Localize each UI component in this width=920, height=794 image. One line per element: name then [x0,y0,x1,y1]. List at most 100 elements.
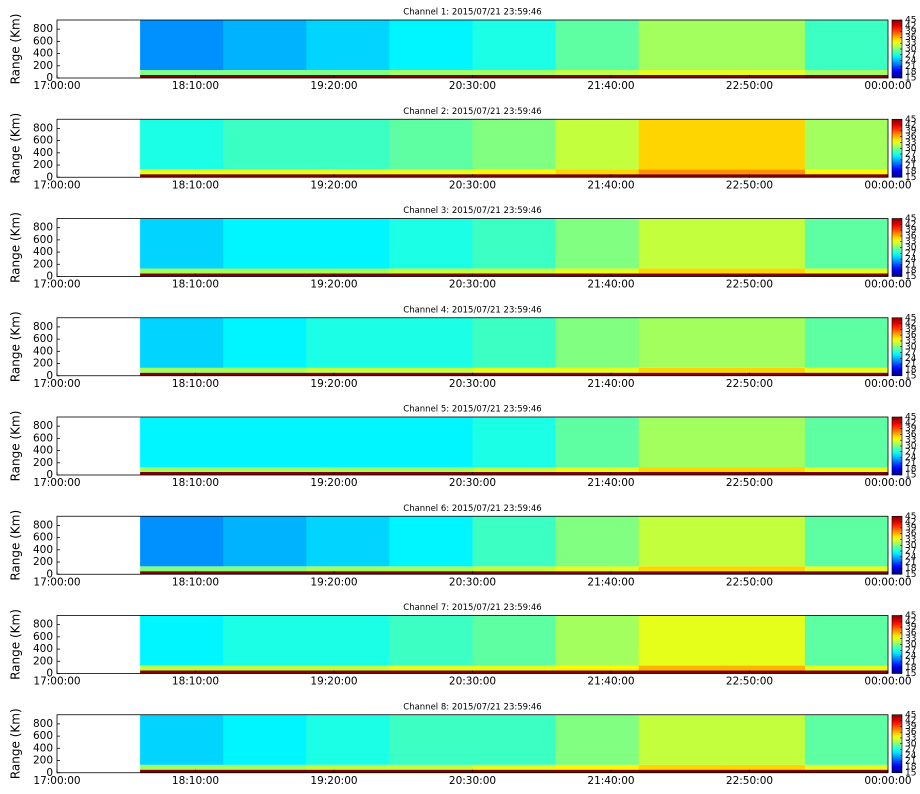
colorbar-tick-label: 24 [905,56,917,66]
heatmap-cell [140,317,224,368]
colorbar-tick-label: 27 [905,348,916,358]
colorbar-tick-label: 21 [905,558,916,568]
colorbar-tick-label: 27 [905,249,916,259]
x-tick-label: 21:40:00 [587,775,634,787]
heatmap-cell [472,571,556,575]
heatmap-cell [140,20,224,71]
colorbar-tick-label: 45 [905,611,916,621]
colorbar-tick-label: 42 [905,716,916,726]
heatmap-cell [555,769,639,773]
heatmap-cell [804,268,889,274]
heatmap-cell [804,471,889,475]
x-tick-label: 18:10:00 [172,80,219,92]
heatmap-cell [721,516,806,567]
colorbar-tick-label: 45 [905,413,916,423]
colorbar-tick-label: 33 [905,336,916,346]
heatmap-cell [804,516,889,567]
heatmap-cell [223,372,307,376]
heatmap-cell [472,70,556,75]
colorbar-tick-label: 18 [905,663,917,673]
heatmap-cell [472,417,556,468]
colorbar-tick-label: 15 [905,570,916,580]
heatmap-cell [472,615,556,666]
heatmap-cell [223,417,307,468]
y-tick-label: 0 [46,271,53,283]
colorbar-tick-label: 18 [905,564,917,574]
heatmap-cell [306,218,390,269]
heatmap-cell [306,714,390,765]
heatmap-cell [140,372,224,376]
x-tick-label: 22:50:00 [726,477,773,489]
x-tick-label: 19:20:00 [310,676,357,688]
y-tick-label: 0 [46,767,53,779]
colorbar-tick-label: 39 [905,623,917,633]
heatmap-cell [804,169,889,175]
heatmap-cell [721,268,806,274]
colorbar-tick-label: 30 [905,45,917,55]
heatmap-cell [472,714,556,765]
heatmap-cell [140,218,224,269]
colorbar-tick-label: 21 [905,260,916,270]
heatmap-cell [555,665,639,671]
x-tick-label: 20:30:00 [449,477,496,489]
heatmap-cell [472,268,556,274]
heatmap-cell [804,317,889,368]
heatmap-cell [638,665,723,671]
heatmap-cell [638,218,723,269]
heatmap-cell [721,119,806,170]
colorbar-tick-label: 24 [905,354,917,364]
heatmap-cell [389,70,473,75]
colorbar-tick-label: 18 [905,465,917,475]
heatmap-cell [389,665,473,671]
colorbar-tick-label: 45 [905,115,916,125]
y-tick-label: 800 [33,321,53,333]
heatmap-cell [223,268,307,274]
panel-title: Channel 2: 2015/07/21 23:59:46 [403,107,541,117]
colorbar-tick-label: 15 [905,371,916,381]
y-tick-label: 800 [33,420,53,432]
heatmap-cell [555,467,639,472]
y-tick-label: 400 [33,445,53,457]
heatmap-cell [555,169,639,175]
colorbar-tick-label: 42 [905,121,916,131]
heatmap-cell [389,367,473,373]
x-tick-label: 17:00:00 [33,775,80,787]
heatmap-cell [389,417,473,468]
y-axis-label: Range (Km) [9,14,23,85]
x-tick-label: 17:00:00 [33,378,80,390]
heatmap-cell [804,20,889,71]
x-tick-label: 00:00:00 [864,378,911,390]
heatmap-cell [721,571,806,575]
heatmap-cell [472,372,556,376]
y-tick-label: 400 [33,544,53,556]
heatmap-cell [555,273,639,277]
heatmap-cell [140,714,224,765]
y-tick-label: 200 [33,159,53,171]
y-axis-label: Range (Km) [9,113,23,184]
colorbar-tick-label: 18 [905,167,917,177]
x-tick-label: 21:40:00 [587,378,634,390]
colorbar-tick-label: 45 [905,512,916,522]
panel-title: Channel 6: 2015/07/21 23:59:46 [403,504,541,514]
heatmap-cell [389,471,473,475]
heatmap-cell [638,268,723,274]
heatmap-cell [555,268,639,274]
heatmap-cell [223,317,307,368]
heatmap-cell [140,74,224,78]
y-tick-label: 400 [33,147,53,159]
colorbar-tick-label: 42 [905,21,916,31]
heatmap-cell [555,74,639,78]
x-tick-label: 18:10:00 [172,477,219,489]
y-tick-label: 600 [33,730,53,742]
heatmap-cell [804,367,889,373]
y-tick-label: 400 [33,48,53,60]
colorbar-tick-label: 36 [905,628,917,638]
heatmap-cell [306,119,390,170]
heatmap-cell [223,670,307,674]
heatmap-cell [638,714,723,765]
heatmap-cell [638,764,723,770]
x-tick-label: 21:40:00 [587,279,634,291]
x-tick-label: 19:20:00 [310,775,357,787]
colorbar-tick-label: 15 [905,74,916,84]
heatmap-cell [223,273,307,277]
